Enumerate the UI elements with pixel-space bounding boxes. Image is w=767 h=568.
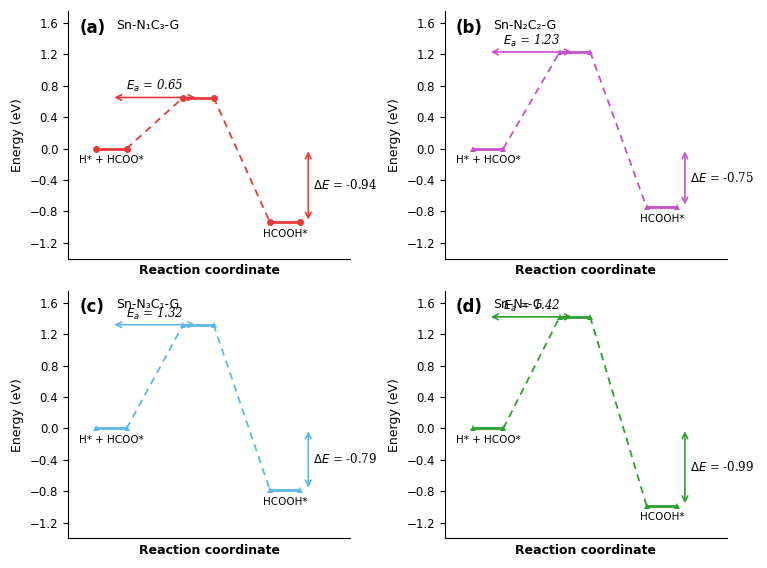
Text: (a): (a) bbox=[79, 19, 105, 36]
Text: Sn-N₂C₂-G: Sn-N₂C₂-G bbox=[492, 19, 556, 32]
Text: (c): (c) bbox=[79, 298, 104, 316]
Text: Sn-N₄-G: Sn-N₄-G bbox=[492, 298, 542, 311]
Text: $\Delta$$E$ = -0.99: $\Delta$$E$ = -0.99 bbox=[690, 460, 754, 474]
Text: H* + HCOO*: H* + HCOO* bbox=[79, 155, 144, 165]
X-axis label: Reaction coordinate: Reaction coordinate bbox=[515, 264, 657, 277]
Y-axis label: Energy (eV): Energy (eV) bbox=[11, 98, 24, 172]
Text: Sn-N₁C₃-G: Sn-N₁C₃-G bbox=[116, 19, 179, 32]
Text: HCOOH*: HCOOH* bbox=[640, 512, 684, 523]
Y-axis label: Energy (eV): Energy (eV) bbox=[388, 378, 400, 452]
Y-axis label: Energy (eV): Energy (eV) bbox=[11, 378, 24, 452]
Text: $E_a$ = 1.42: $E_a$ = 1.42 bbox=[502, 298, 561, 314]
Text: (b): (b) bbox=[456, 19, 482, 36]
Text: H* + HCOO*: H* + HCOO* bbox=[456, 155, 521, 165]
Text: $\Delta$$E$ = -0.94: $\Delta$$E$ = -0.94 bbox=[314, 178, 378, 193]
X-axis label: Reaction coordinate: Reaction coordinate bbox=[139, 544, 280, 557]
Y-axis label: Energy (eV): Energy (eV) bbox=[388, 98, 400, 172]
Text: HCOOH*: HCOOH* bbox=[263, 496, 308, 507]
X-axis label: Reaction coordinate: Reaction coordinate bbox=[515, 544, 657, 557]
Text: $E_a$ = 0.65: $E_a$ = 0.65 bbox=[126, 78, 184, 94]
Text: H* + HCOO*: H* + HCOO* bbox=[456, 435, 521, 445]
Text: H* + HCOO*: H* + HCOO* bbox=[79, 435, 144, 445]
Text: $E_a$ = 1.32: $E_a$ = 1.32 bbox=[126, 306, 184, 321]
Text: $\Delta$$E$ = -0.79: $\Delta$$E$ = -0.79 bbox=[314, 452, 377, 466]
Text: Sn-N₃C₁-G: Sn-N₃C₁-G bbox=[116, 298, 179, 311]
Text: HCOOH*: HCOOH* bbox=[263, 229, 308, 239]
Text: $\Delta$$E$ = -0.75: $\Delta$$E$ = -0.75 bbox=[690, 171, 754, 185]
Text: $E_a$ = 1.23: $E_a$ = 1.23 bbox=[503, 33, 560, 49]
X-axis label: Reaction coordinate: Reaction coordinate bbox=[139, 264, 280, 277]
Text: (d): (d) bbox=[456, 298, 482, 316]
Text: HCOOH*: HCOOH* bbox=[640, 214, 684, 224]
